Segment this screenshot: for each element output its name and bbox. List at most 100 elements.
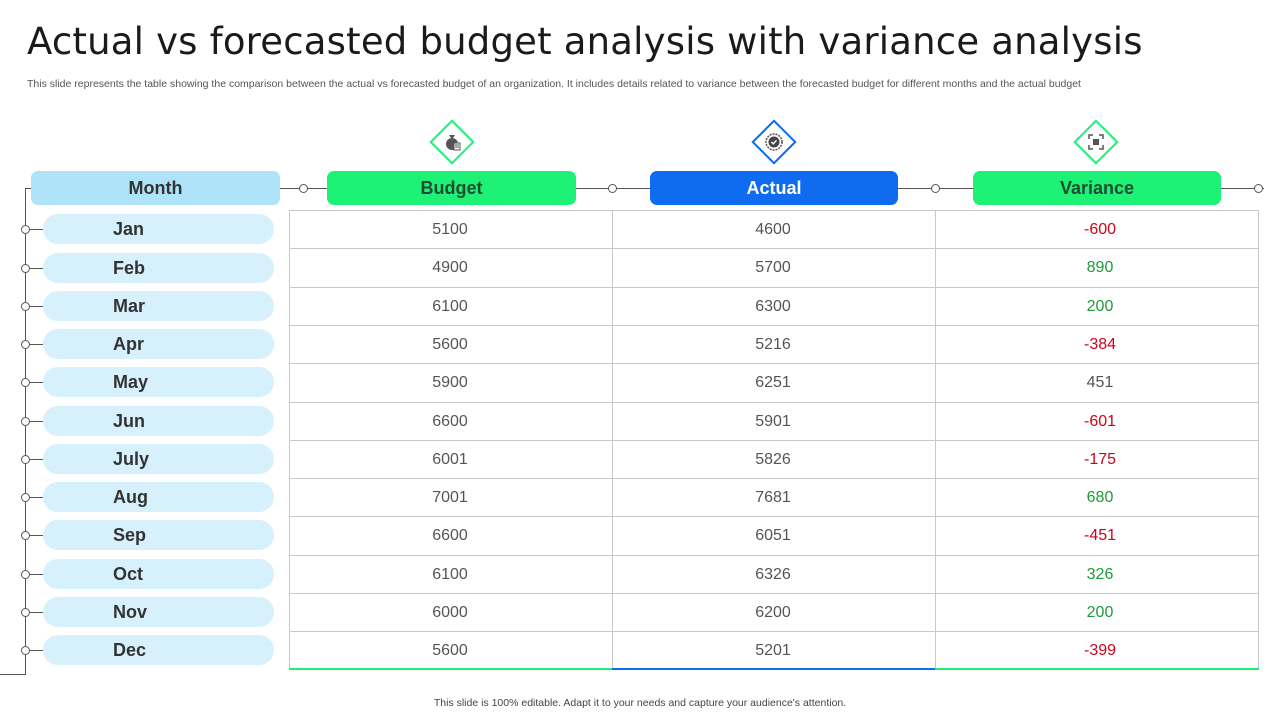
month-label: Dec — [43, 635, 274, 665]
row-divider — [289, 325, 1259, 326]
actual-cell: 7681 — [755, 489, 791, 506]
row-divider — [289, 440, 1259, 441]
header-connector-dot — [931, 184, 940, 193]
budget-cell: 6001 — [432, 451, 468, 468]
month-label: May — [43, 367, 274, 397]
row-connector-line — [30, 612, 43, 613]
month-label: Oct — [43, 559, 274, 589]
variance-cell: 680 — [1086, 489, 1114, 506]
budget-cell: 6100 — [432, 566, 468, 583]
actual-cell: 6326 — [755, 566, 791, 583]
month-label: July — [43, 444, 274, 474]
left-bottom-connector — [0, 674, 26, 675]
budget-cell: 5100 — [432, 221, 468, 238]
row-connector-line — [30, 421, 43, 422]
actual-cell: 5901 — [755, 413, 791, 430]
budget-cell: 6600 — [432, 527, 468, 544]
left-vertical-connector — [25, 188, 26, 674]
row-connector-line — [30, 650, 43, 651]
row-connector-line — [30, 306, 43, 307]
month-label: Jan — [43, 214, 274, 244]
actual-cell: 6300 — [755, 298, 791, 315]
variance-cell: 890 — [1086, 259, 1114, 276]
row-connector-line — [30, 382, 43, 383]
actual-cell: 5700 — [755, 259, 791, 276]
budget-cell: 5600 — [432, 642, 468, 659]
actual-cell: 5826 — [755, 451, 791, 468]
row-divider — [289, 593, 1259, 594]
row-connector-line — [30, 497, 43, 498]
month-column-header: Month — [31, 171, 280, 205]
row-divider — [289, 478, 1259, 479]
page-title: Actual vs forecasted budget analysis wit… — [27, 20, 1143, 63]
row-connector-dot — [21, 531, 30, 540]
header-connector-dot — [1254, 184, 1263, 193]
row-connector-dot — [21, 570, 30, 579]
row-connector-line — [30, 535, 43, 536]
row-divider — [289, 631, 1259, 632]
header-connector-dot — [608, 184, 617, 193]
variance-cell: 451 — [1086, 374, 1114, 391]
variance-bottom-accent — [935, 668, 1259, 670]
row-connector-line — [30, 574, 43, 575]
budget-bottom-accent — [289, 668, 612, 670]
budget-cell: 6000 — [432, 604, 468, 621]
row-connector-line — [30, 344, 43, 345]
month-label: Sep — [43, 520, 274, 550]
footer-note: This slide is 100% editable. Adapt it to… — [433, 697, 847, 709]
row-connector-dot — [21, 302, 30, 311]
row-connector-dot — [21, 455, 30, 464]
variance-cell: -384 — [1083, 336, 1117, 353]
left-top-connector — [25, 188, 31, 189]
month-label: Apr — [43, 329, 274, 359]
actual-cell: 6051 — [755, 527, 791, 544]
actual-bottom-accent — [612, 668, 935, 670]
budget-cell: 4900 — [432, 259, 468, 276]
row-connector-dot — [21, 417, 30, 426]
actual-cell: 6251 — [755, 374, 791, 391]
row-connector-dot — [21, 225, 30, 234]
actual-cell: 6200 — [755, 604, 791, 621]
budget-cell: 6600 — [432, 413, 468, 430]
budget-cell: 5600 — [432, 336, 468, 353]
row-connector-dot — [21, 264, 30, 273]
variance-cell: -175 — [1083, 451, 1117, 468]
row-divider — [289, 402, 1259, 403]
budget-cell: 6100 — [432, 298, 468, 315]
row-connector-line — [30, 268, 43, 269]
variance-cell: -600 — [1083, 221, 1117, 238]
actual-cell: 4600 — [755, 221, 791, 238]
actual-column-header: Actual — [650, 171, 898, 205]
budget-column-header: Budget — [327, 171, 576, 205]
money-bag-icon — [446, 135, 461, 151]
analysis-icon — [1088, 134, 1104, 150]
row-connector-line — [30, 459, 43, 460]
budget-cell: 7001 — [432, 489, 468, 506]
month-label: Jun — [43, 406, 274, 436]
variance-cell: 200 — [1086, 604, 1114, 621]
month-label: Mar — [43, 291, 274, 321]
row-divider — [289, 363, 1259, 364]
variance-column-header: Variance — [973, 171, 1221, 205]
row-divider — [289, 516, 1259, 517]
row-divider — [289, 555, 1259, 556]
month-label: Feb — [43, 253, 274, 283]
row-connector-dot — [21, 340, 30, 349]
actual-cell: 5201 — [755, 642, 791, 659]
row-connector-dot — [21, 646, 30, 655]
row-connector-dot — [21, 493, 30, 502]
row-connector-line — [30, 229, 43, 230]
month-label: Nov — [43, 597, 274, 627]
page-subtitle: This slide represents the table showing … — [27, 78, 1081, 90]
variance-cell: 326 — [1086, 566, 1114, 583]
variance-cell: -399 — [1083, 642, 1117, 659]
row-connector-dot — [21, 608, 30, 617]
row-divider — [289, 248, 1259, 249]
check-badge-icon — [765, 133, 783, 151]
variance-cell: -601 — [1083, 413, 1117, 430]
header-connector-dot — [299, 184, 308, 193]
budget-cell: 5900 — [432, 374, 468, 391]
variance-cell: -451 — [1083, 527, 1117, 544]
variance-cell: 200 — [1086, 298, 1114, 315]
